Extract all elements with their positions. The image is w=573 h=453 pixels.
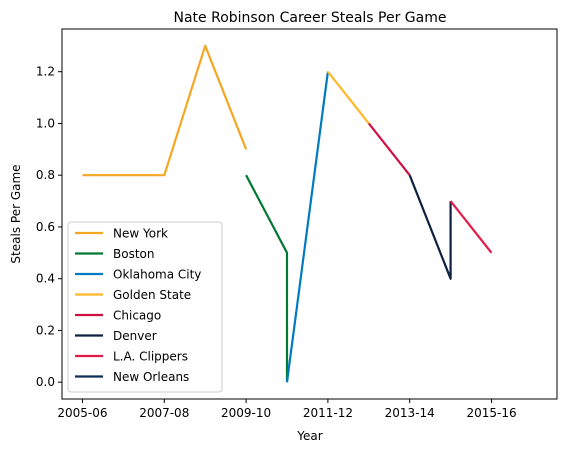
legend-frame bbox=[67, 221, 223, 393]
y-axis-label: Steals Per Game bbox=[9, 164, 23, 263]
series-line-3 bbox=[327, 71, 370, 125]
x-axis-ticks: 2005-06 2007-08 2009-10 2011-12 2013-14 2015-… bbox=[57, 399, 517, 420]
legend: New York Boston Oklahoma City Golden State C… bbox=[67, 221, 223, 393]
series-layer bbox=[82, 44, 493, 383]
y-tick-label: 0.4 bbox=[36, 272, 55, 286]
series-line-4 bbox=[367, 122, 411, 176]
x-tick-label: 2005-06 bbox=[57, 406, 107, 420]
series-line-2 bbox=[285, 71, 329, 383]
y-tick-label: 0.8 bbox=[36, 168, 55, 182]
legend-items: New York Boston Oklahoma City Golden State C… bbox=[75, 227, 201, 384]
legend-label: New Orleans bbox=[113, 370, 189, 384]
legend-label: New York bbox=[113, 227, 168, 241]
x-tick-label: 2011-12 bbox=[303, 406, 353, 420]
legend-label: Denver bbox=[113, 329, 157, 343]
x-tick-label: 2007-08 bbox=[139, 406, 189, 420]
y-tick-label: 0.0 bbox=[36, 375, 55, 389]
legend-label: L.A. Clippers bbox=[113, 350, 188, 364]
y-tick-label: 1.0 bbox=[36, 116, 55, 130]
x-tick-label: 2009-10 bbox=[221, 406, 271, 420]
series-line-1 bbox=[245, 174, 289, 383]
x-axis-label: Year bbox=[296, 429, 322, 443]
x-tick-label: 2015-16 bbox=[466, 406, 516, 420]
series-line-5 bbox=[408, 174, 452, 280]
y-tick-label: 0.2 bbox=[36, 323, 55, 337]
chart-title: Nate Robinson Career Steals Per Game bbox=[174, 10, 447, 26]
series-line-6 bbox=[449, 200, 493, 254]
axes-layer bbox=[61, 28, 558, 400]
series-line-0 bbox=[82, 44, 248, 177]
legend-label: Chicago bbox=[113, 309, 161, 323]
plot-frame bbox=[61, 28, 558, 400]
x-tick-label: 2013-14 bbox=[385, 406, 435, 420]
legend-label: Golden State bbox=[113, 288, 191, 302]
legend-label: Oklahoma City bbox=[113, 268, 201, 282]
y-tick-label: 0.6 bbox=[36, 220, 55, 234]
y-axis-ticks: 0.0 0.2 0.4 0.6 0.8 1.0 1.2 bbox=[36, 65, 62, 389]
y-tick-label: 1.2 bbox=[36, 65, 55, 79]
legend-label: Boston bbox=[113, 247, 154, 261]
